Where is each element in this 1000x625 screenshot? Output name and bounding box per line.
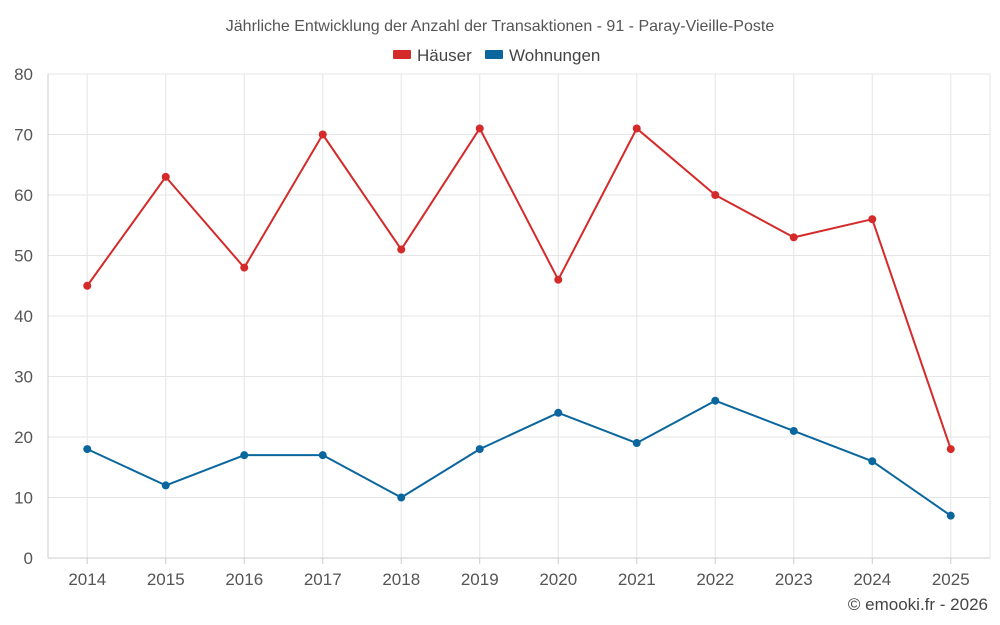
y-tick-label: 40 bbox=[14, 307, 33, 326]
legend-item-wohnungen[interactable]: Wohnungen bbox=[485, 46, 600, 65]
data-point-wohnungen[interactable] bbox=[475, 445, 484, 454]
series-line-wohnungen bbox=[86, 399, 952, 517]
data-point-wohnungen[interactable] bbox=[161, 481, 170, 490]
data-point-wohnungen[interactable] bbox=[946, 511, 955, 520]
legend-swatch-wohnungen bbox=[485, 50, 503, 59]
y-tick-label: 20 bbox=[14, 428, 33, 447]
data-point-wohnungen[interactable] bbox=[318, 451, 327, 460]
data-point-wohnungen[interactable] bbox=[789, 426, 798, 435]
series-line-haeuser bbox=[86, 127, 952, 450]
data-point-wohnungen[interactable] bbox=[397, 493, 406, 502]
series-haeuser bbox=[83, 124, 955, 454]
data-point-haeuser[interactable] bbox=[632, 124, 641, 133]
data-point-haeuser[interactable] bbox=[161, 172, 170, 181]
y-tick-label: 30 bbox=[14, 368, 33, 387]
legend-item-haeuser[interactable]: Häuser bbox=[393, 46, 472, 65]
legend-swatch-haeuser bbox=[393, 50, 411, 59]
x-tick-label: 2023 bbox=[775, 570, 813, 589]
y-tick-label: 10 bbox=[14, 489, 33, 508]
data-point-haeuser[interactable] bbox=[397, 245, 406, 254]
x-tick-label: 2025 bbox=[932, 570, 970, 589]
chart-title: Jährliche Entwicklung der Anzahl der Tra… bbox=[226, 18, 775, 35]
data-point-haeuser[interactable] bbox=[318, 130, 327, 139]
x-tick-label: 2020 bbox=[539, 570, 577, 589]
series bbox=[83, 124, 955, 520]
x-tick-label: 2016 bbox=[225, 570, 263, 589]
grid bbox=[48, 73, 990, 558]
x-tick-label: 2021 bbox=[618, 570, 656, 589]
x-tick-label: 2022 bbox=[696, 570, 734, 589]
data-point-haeuser[interactable] bbox=[711, 191, 720, 199]
axes: 0 10 20 30 40 50 60 70 80 2014 2015 2016 2017 2018 201… bbox=[14, 65, 991, 589]
series-wohnungen bbox=[83, 396, 955, 520]
x-tick-label: 2015 bbox=[147, 570, 185, 589]
data-point-haeuser[interactable] bbox=[868, 215, 877, 224]
y-tick-label: 0 bbox=[24, 549, 33, 568]
data-point-wohnungen[interactable] bbox=[711, 396, 720, 405]
x-tick-label: 2019 bbox=[461, 570, 499, 589]
legend-label-wohnungen: Wohnungen bbox=[509, 46, 600, 65]
y-tick-label: 50 bbox=[14, 247, 33, 266]
data-point-haeuser[interactable] bbox=[946, 445, 955, 454]
data-point-haeuser[interactable] bbox=[475, 124, 484, 133]
data-point-wohnungen[interactable] bbox=[240, 451, 249, 460]
x-tick-label: 2018 bbox=[382, 570, 420, 589]
y-tick-label: 80 bbox=[14, 65, 33, 84]
y-tick-label: 60 bbox=[14, 186, 33, 205]
data-point-haeuser[interactable] bbox=[554, 275, 563, 284]
data-point-wohnungen[interactable] bbox=[632, 439, 641, 448]
x-tick-label: 2014 bbox=[68, 570, 106, 589]
y-tick-label: 70 bbox=[14, 126, 33, 145]
x-tick-label: 2024 bbox=[853, 570, 891, 589]
credit-text: © emooki.fr - 2026 bbox=[848, 595, 988, 614]
data-point-wohnungen[interactable] bbox=[868, 457, 877, 466]
legend-label-haeuser: Häuser bbox=[417, 46, 472, 65]
legend: Häuser Wohnungen bbox=[393, 46, 600, 65]
data-point-haeuser[interactable] bbox=[789, 233, 798, 242]
data-point-wohnungen[interactable] bbox=[554, 408, 563, 417]
data-point-haeuser[interactable] bbox=[240, 263, 249, 272]
data-point-haeuser[interactable] bbox=[83, 281, 92, 290]
x-tick-label: 2017 bbox=[304, 570, 342, 589]
data-point-wohnungen[interactable] bbox=[83, 445, 92, 454]
